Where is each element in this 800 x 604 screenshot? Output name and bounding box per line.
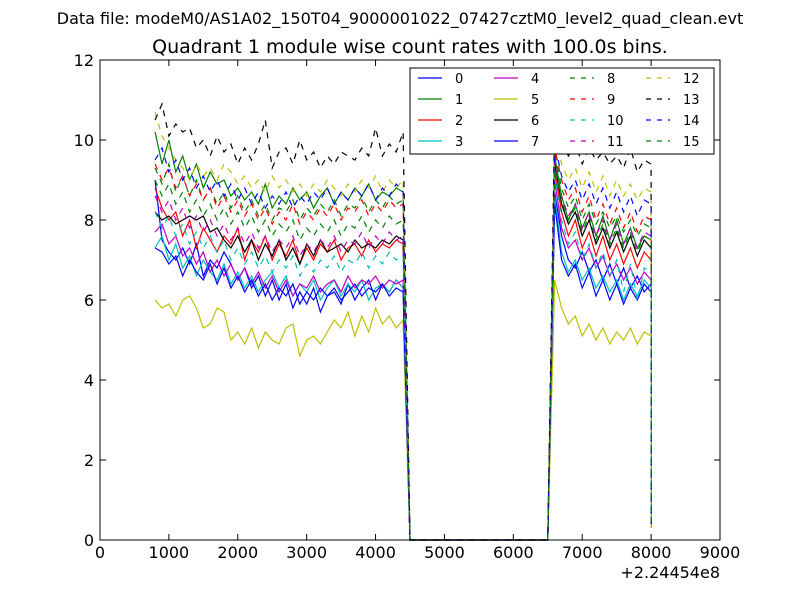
legend-label-12: 12	[683, 72, 700, 87]
legend-label-4: 4	[531, 72, 539, 87]
y-tick-label: 2	[84, 451, 94, 470]
legend-label-9: 9	[607, 93, 615, 108]
x-offset-label: +2.24454e8	[620, 563, 720, 582]
legend-box	[409, 67, 715, 155]
series-line-4	[154, 179, 652, 541]
y-tick-label: 6	[84, 291, 94, 310]
legend-label-0: 0	[455, 72, 463, 87]
y-tick-label: 8	[84, 211, 94, 230]
legend-label-3: 3	[455, 135, 463, 150]
legend-label-15: 15	[683, 135, 700, 150]
series-layer	[154, 102, 652, 541]
y-tick-label: 10	[74, 131, 94, 150]
legend-label-7: 7	[531, 135, 539, 150]
legend-label-5: 5	[531, 93, 539, 108]
legend-label-8: 8	[607, 72, 615, 87]
legend-label-11: 11	[607, 135, 624, 150]
y-tick-label: 4	[84, 371, 94, 390]
legend-label-2: 2	[455, 114, 463, 129]
x-tick-label: 5000	[424, 543, 465, 562]
chart-title: Quadrant 1 module wise count rates with …	[152, 36, 668, 58]
x-tick-label: 0	[95, 543, 105, 562]
x-tick-label: 1000	[149, 543, 190, 562]
x-tick-label: 7000	[562, 543, 603, 562]
legend-label-14: 14	[683, 114, 700, 129]
axes-ticks: 0 1000 2000 3000 4000 5000 6000 7000 8000 9000 0 2 4…	[74, 51, 741, 562]
series-line-15	[154, 167, 652, 541]
y-tick-label: 12	[74, 51, 94, 70]
y-tick-label: 0	[84, 531, 94, 550]
series-line-0	[154, 179, 652, 541]
series-line-10	[154, 175, 652, 541]
series-line-14	[154, 143, 652, 541]
x-tick-label: 2000	[217, 543, 258, 562]
x-tick-label: 4000	[355, 543, 396, 562]
x-tick-label: 6000	[493, 543, 534, 562]
series-line-5	[154, 279, 652, 541]
legend-label-1: 1	[455, 93, 463, 108]
suptitle: Data file: modeM0/AS1A02_150T04_90000010…	[57, 9, 743, 29]
x-tick-label: 3000	[286, 543, 327, 562]
legend-label-10: 10	[607, 114, 624, 129]
x-tick-label: 9000	[700, 543, 741, 562]
legend-label-6: 6	[531, 114, 539, 129]
legend-label-13: 13	[683, 93, 700, 108]
x-tick-label: 8000	[631, 543, 672, 562]
